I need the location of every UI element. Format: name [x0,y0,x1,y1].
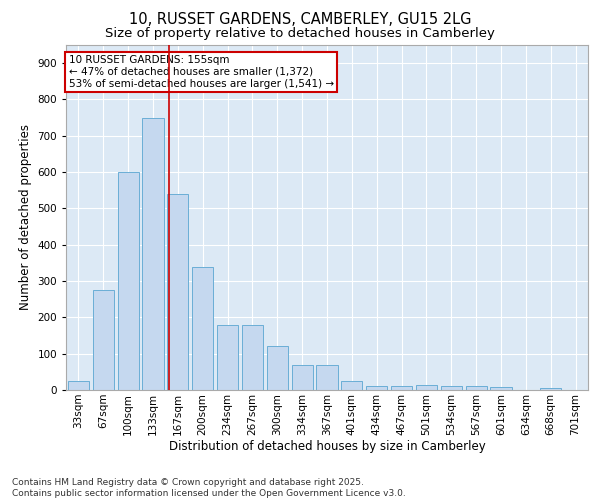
Bar [93,290,114,390]
Bar [316,364,338,390]
Bar [391,386,412,390]
Bar [192,266,213,390]
X-axis label: Distribution of detached houses by size in Camberley: Distribution of detached houses by size … [169,440,485,454]
Bar [366,386,387,390]
Text: 10 RUSSET GARDENS: 155sqm
← 47% of detached houses are smaller (1,372)
53% of se: 10 RUSSET GARDENS: 155sqm ← 47% of detac… [68,56,334,88]
Text: Size of property relative to detached houses in Camberley: Size of property relative to detached ho… [105,28,495,40]
Bar [490,387,512,390]
Bar [242,326,263,390]
Y-axis label: Number of detached properties: Number of detached properties [19,124,32,310]
Bar [118,172,139,390]
Bar [441,386,462,390]
Text: Contains HM Land Registry data © Crown copyright and database right 2025.
Contai: Contains HM Land Registry data © Crown c… [12,478,406,498]
Bar [68,381,89,390]
Text: 10, RUSSET GARDENS, CAMBERLEY, GU15 2LG: 10, RUSSET GARDENS, CAMBERLEY, GU15 2LG [129,12,471,28]
Bar [341,381,362,390]
Bar [540,388,561,390]
Bar [292,364,313,390]
Bar [142,118,164,390]
Bar [217,326,238,390]
Bar [267,346,288,390]
Bar [466,386,487,390]
Bar [167,194,188,390]
Bar [416,384,437,390]
